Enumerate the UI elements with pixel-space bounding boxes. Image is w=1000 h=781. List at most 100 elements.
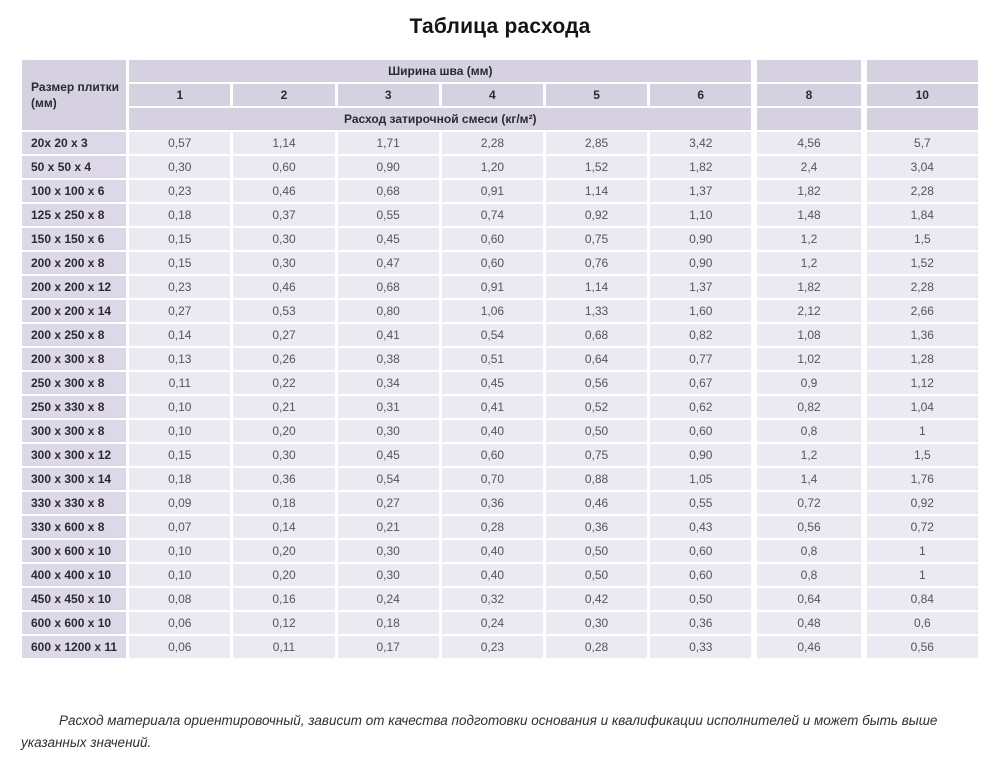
- table-cell: 0,11: [233, 636, 335, 658]
- table-cell: 0,17: [337, 636, 439, 658]
- table-cell: 0,28: [545, 636, 648, 658]
- table-cell: 0,36: [545, 516, 648, 538]
- row-label: 330 х 330 х 8: [22, 492, 127, 514]
- table-cell: 4,56: [754, 132, 861, 154]
- table-cell: 3,04: [863, 156, 978, 178]
- table-cell: 0,18: [129, 468, 231, 490]
- table-cell: 0,90: [650, 252, 752, 274]
- table-cell: 0,24: [337, 588, 439, 610]
- table-cell: 0,46: [233, 180, 335, 202]
- table-cell: 0,15: [129, 444, 231, 466]
- table-cell: 1,14: [233, 132, 335, 154]
- table-cell: 1,14: [545, 276, 648, 298]
- table-cell: 0,92: [545, 204, 648, 226]
- table-cell: 2,28: [441, 132, 543, 154]
- table-cell: 0,38: [337, 348, 439, 370]
- table-cell: 0,60: [650, 420, 752, 442]
- table-cell: 0,09: [129, 492, 231, 514]
- table-cell: 0,11: [129, 372, 231, 394]
- table-cell: 0,28: [441, 516, 543, 538]
- table-row: 250 х 330 х 8 0,10 0,21 0,31 0,41 0,52 0,62 0,8…: [22, 396, 978, 418]
- table-cell: 0,70: [441, 468, 543, 490]
- row-label: 400 х 400 х 10: [22, 564, 127, 586]
- table-cell: 1,20: [441, 156, 543, 178]
- table-cell: 1,48: [754, 204, 861, 226]
- table-cell: 0,42: [545, 588, 648, 610]
- table-cell: 0,45: [441, 372, 543, 394]
- table-cell: 0,30: [129, 156, 231, 178]
- table-cell: 0,06: [129, 636, 231, 658]
- table-cell: 0,60: [650, 564, 752, 586]
- table-cell: 0,54: [441, 324, 543, 346]
- table-cell: 1,4: [754, 468, 861, 490]
- row-label: 250 х 330 х 8: [22, 396, 127, 418]
- row-label: 450 х 450 х 10: [22, 588, 127, 610]
- table-cell: 0,72: [863, 516, 978, 538]
- table-cell: 0,60: [650, 540, 752, 562]
- column-header-3: 3: [337, 84, 439, 106]
- table-row: 330 х 600 х 8 0,07 0,14 0,21 0,28 0,36 0,43 0,5…: [22, 516, 978, 538]
- table-cell: 0,23: [441, 636, 543, 658]
- group-header-row: Размер плитки (мм) Ширина шва (мм): [22, 60, 978, 130]
- row-label: 300 х 600 х 10: [22, 540, 127, 562]
- table-cell: 1,52: [863, 252, 978, 274]
- table-cell: 0,56: [754, 516, 861, 538]
- blank-unit-col-8: [754, 108, 861, 130]
- table-cell: 0,92: [863, 492, 978, 514]
- table-cell: 0,46: [754, 636, 861, 658]
- table-cell: 0,23: [129, 276, 231, 298]
- table-cell: 1,08: [754, 324, 861, 346]
- table-cell: 0,46: [233, 276, 335, 298]
- table-cell: 0,8: [754, 540, 861, 562]
- table-row: 150 х 150 х 6 0,15 0,30 0,45 0,60 0,75 0,90 1,2…: [22, 228, 978, 250]
- table-cell: 0,06: [129, 612, 231, 634]
- table-cell: 0,30: [233, 444, 335, 466]
- table-cell: 1,84: [863, 204, 978, 226]
- table-row: 100 х 100 х 6 0,23 0,46 0,68 0,91 1,14 1,37 1,8…: [22, 180, 978, 202]
- table-cell: 0,37: [233, 204, 335, 226]
- row-label: 200 х 200 х 14: [22, 300, 127, 322]
- table-cell: 0,20: [233, 540, 335, 562]
- table-cell: 0,8: [754, 564, 861, 586]
- column-header-row: 1 2 3 4 5 6 8 10: [22, 84, 978, 106]
- table-cell: 0,15: [129, 228, 231, 250]
- row-label: 300 х 300 х 12: [22, 444, 127, 466]
- table-cell: 5,7: [863, 132, 978, 154]
- table-cell: 1,12: [863, 372, 978, 394]
- table-cell: 0,68: [337, 180, 439, 202]
- table-cell: 1,5: [863, 444, 978, 466]
- table-cell: 0,8: [754, 420, 861, 442]
- row-label: 330 х 600 х 8: [22, 516, 127, 538]
- table-cell: 2,4: [754, 156, 861, 178]
- table-cell: 0,32: [441, 588, 543, 610]
- unit-header-row: Расход затирочной смеси (кг/м²): [22, 108, 978, 130]
- table-cell: 1,02: [754, 348, 861, 370]
- table-cell: 2,85: [545, 132, 648, 154]
- table-cell: 0,91: [441, 180, 543, 202]
- table-cell: 0,27: [337, 492, 439, 514]
- table-row: 600 х 600 х 10 0,06 0,12 0,18 0,24 0,30 0,36 0,…: [22, 612, 978, 634]
- table-cell: 1: [863, 540, 978, 562]
- table-cell: 0,84: [863, 588, 978, 610]
- table-cell: 1,28: [863, 348, 978, 370]
- table-row: 300 х 300 х 8 0,10 0,20 0,30 0,40 0,50 0,60 0,8…: [22, 420, 978, 442]
- table-row: 200 х 200 х 8 0,15 0,30 0,47 0,60 0,76 0,90 1,2…: [22, 252, 978, 274]
- table-cell: 2,66: [863, 300, 978, 322]
- table-cell: 0,41: [337, 324, 439, 346]
- table-cell: 0,10: [129, 540, 231, 562]
- table-row: 50 х 50 х 4 0,30 0,60 0,90 1,20 1,52 1,82 2,4 3,…: [22, 156, 978, 178]
- table-cell: 0,77: [650, 348, 752, 370]
- consumption-unit-header: Расход затирочной смеси (кг/м²): [129, 108, 752, 130]
- seam-width-header: Ширина шва (мм): [129, 60, 752, 82]
- table-cell: 0,60: [441, 444, 543, 466]
- table-row: 300 х 300 х 14 0,18 0,36 0,54 0,70 0,88 1,05 1,…: [22, 468, 978, 490]
- row-label: 600 х 600 х 10: [22, 612, 127, 634]
- table-cell: 0,21: [233, 396, 335, 418]
- column-header-10: 10: [863, 84, 978, 106]
- table-cell: 0,80: [337, 300, 439, 322]
- row-label: 600 х 1200 х 11: [22, 636, 127, 658]
- column-header-4: 4: [441, 84, 543, 106]
- table-cell: 0,21: [337, 516, 439, 538]
- table-cell: 0,82: [754, 396, 861, 418]
- table-row: 200 х 200 х 14 0,27 0,53 0,80 1,06 1,33 1,60 2,…: [22, 300, 978, 322]
